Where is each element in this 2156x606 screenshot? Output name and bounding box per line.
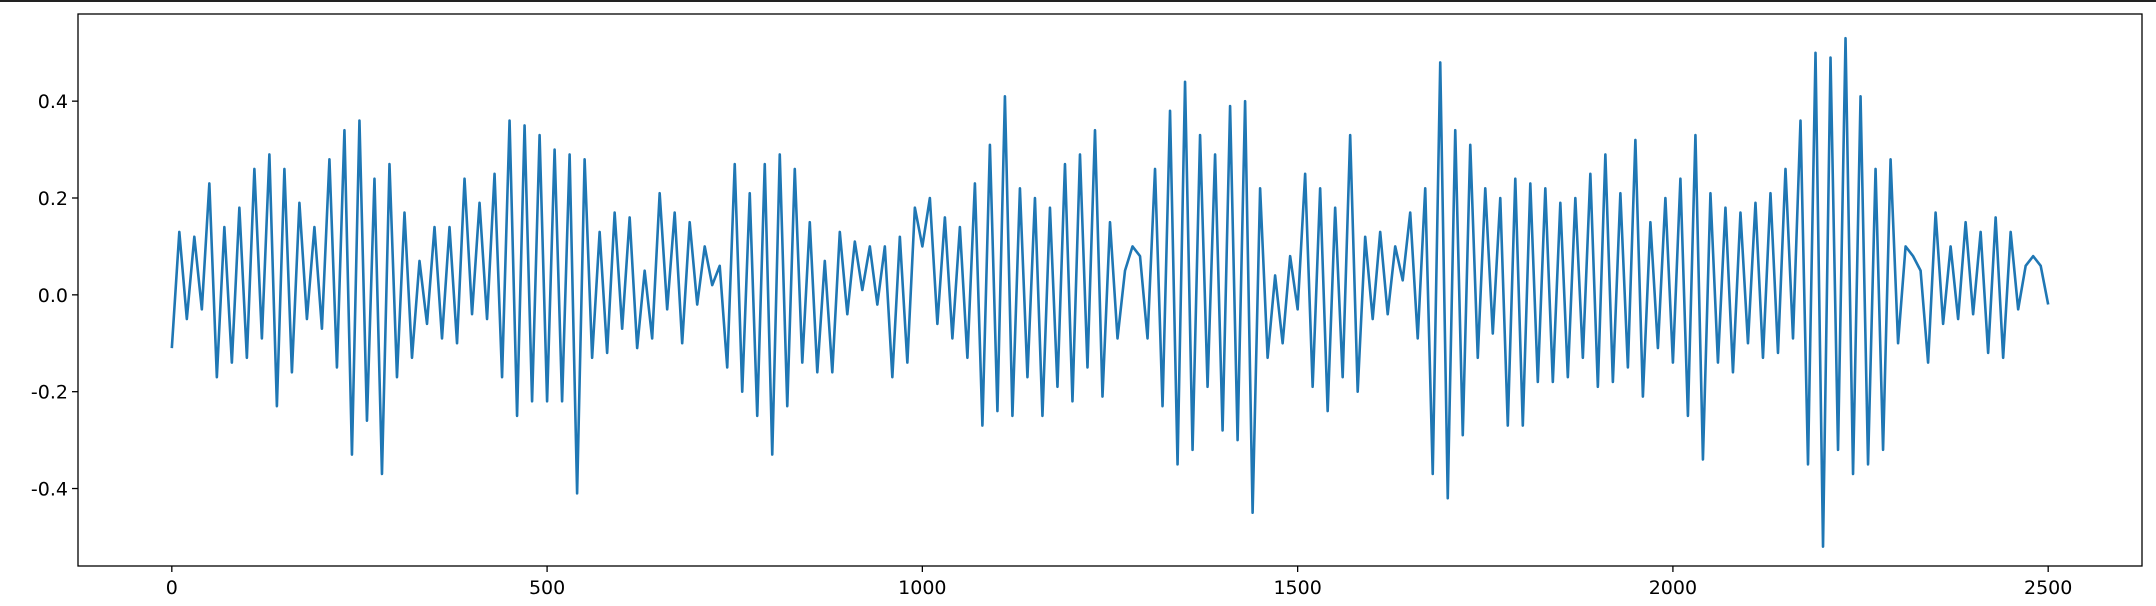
x-tick-label: 2000 <box>1649 577 1697 599</box>
x-tick-label: 1000 <box>898 577 946 599</box>
y-tick-label: 0.2 <box>38 188 68 210</box>
y-tick-label: 0.4 <box>38 91 68 113</box>
y-tick-label: -0.4 <box>31 479 68 501</box>
x-tick-label: 1500 <box>1273 577 1321 599</box>
signal-line <box>170 36 2050 548</box>
y-tick-label: -0.2 <box>31 382 68 404</box>
plot-frame <box>77 13 2143 567</box>
x-tick-label: 0 <box>166 577 178 599</box>
x-tick-label: 500 <box>529 577 565 599</box>
x-tick-label: 2500 <box>2024 577 2072 599</box>
y-tick-label: 0.0 <box>38 285 68 307</box>
